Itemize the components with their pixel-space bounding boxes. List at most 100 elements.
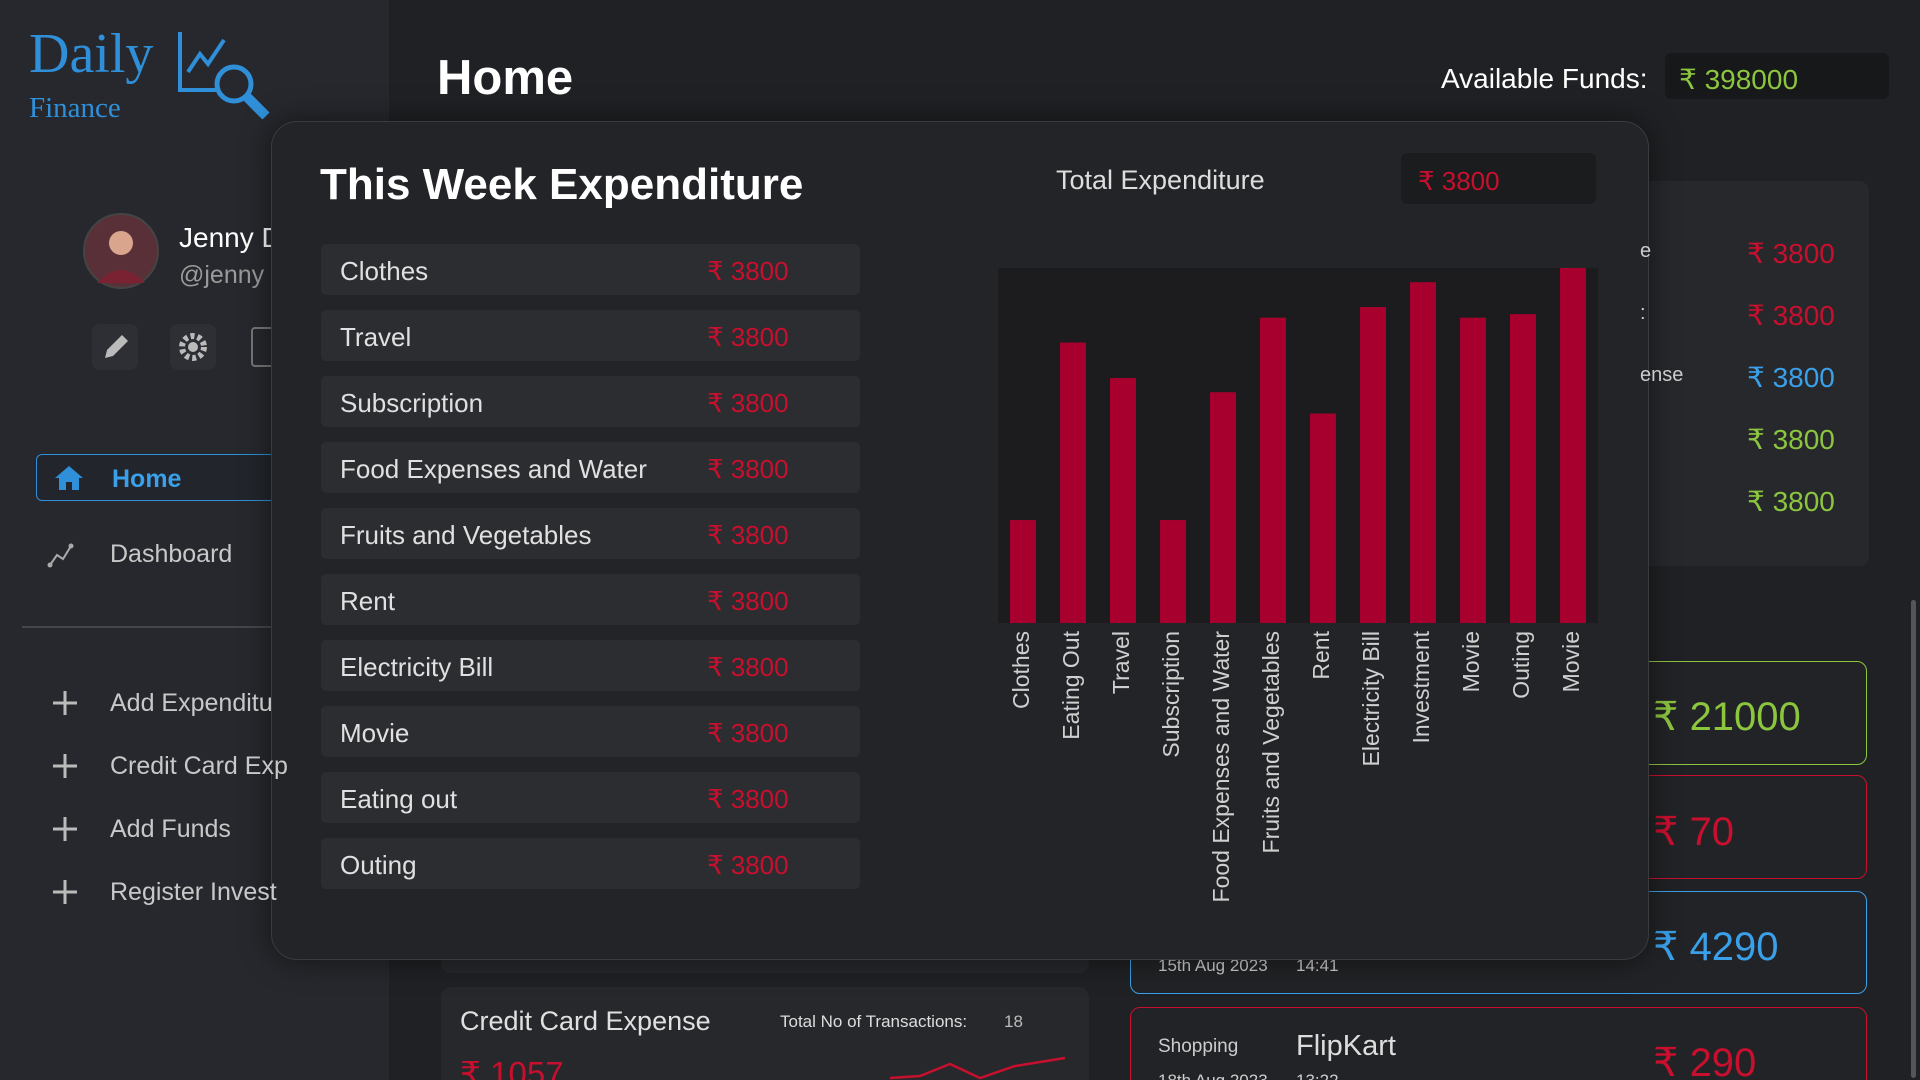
page-title: Home [437,51,574,105]
summary-value: ₹ 3800 [1747,300,1835,331]
expense-name: Outing [340,850,417,880]
profile-actions[interactable] [92,324,282,372]
expense-name: Fruits and Vegetables [340,520,592,550]
home-icon [55,466,83,490]
nav-label[interactable]: Dashboard [110,540,233,568]
bar [1260,317,1286,623]
bar [1360,307,1386,623]
x-tick-label: Food Expenses and Water [1208,631,1234,903]
plus-icon [53,691,77,715]
logo-title: Daily [29,23,154,85]
plus-icon [53,817,77,841]
bar [1110,378,1136,623]
summary-value: ₹ 3800 [1747,424,1835,455]
funds-value: ₹ 398000 [1665,53,1889,99]
expense-row[interactable] [321,244,860,295]
expense-row[interactable] [321,838,860,889]
expense-amount: ₹ 3800 [707,850,789,880]
bar [1160,520,1186,623]
x-tick-label: Outing [1508,631,1534,699]
credit-card-title: Credit Card Expense [460,1006,711,1036]
bar [1410,282,1436,623]
bar [1510,314,1536,623]
card-merchant: FlipKart [1296,1030,1396,1062]
summary-label: ense [1640,364,1684,386]
profile-handle: @jenny [179,261,265,289]
dashboard-icon [47,543,74,568]
card-date: 15th Aug 2023 [1158,956,1268,975]
expense-row[interactable] [321,442,860,493]
credit-card-value: ₹ 1057 [460,1055,564,1080]
expense-name: Subscription [340,388,484,418]
x-tick-label: Movie [1558,631,1584,692]
expense-amount: ₹ 3800 [707,718,789,748]
card-time: 13:22 [1296,1071,1339,1080]
logo-subtitle: Finance [29,92,121,124]
card-value: ₹ 4290 [1653,925,1779,969]
transactions-label: Total No of Transactions: [780,1012,968,1031]
expense-amount: ₹ 3800 [707,652,789,682]
x-tick-label: Travel [1108,631,1134,694]
expense-name: Clothes [340,256,429,286]
action-label[interactable]: Add Funds [110,815,231,843]
x-tick-label: Electricity Bill [1358,631,1384,766]
modal-title: This Week Expenditure [320,160,804,209]
expense-name: Rent [340,586,395,616]
summary-value: ₹ 3800 [1747,238,1835,269]
expense-row[interactable] [321,574,860,625]
expense-name: Movie [340,718,410,748]
bar [1460,317,1486,623]
summary-value: ₹ 3800 [1747,362,1835,393]
card-value: ₹ 70 [1653,810,1735,854]
action-label[interactable]: Register Invest [110,878,277,906]
expense-name: Travel [340,322,412,352]
action-label[interactable]: Credit Card Exp [110,752,288,780]
expense-name: Eating out [340,784,458,814]
action-label[interactable]: Add Expenditu [110,689,273,717]
bar-chart: Clothes Eating Out Travel Subscription Food … [998,268,1598,903]
expense-amount: ₹ 3800 [707,586,789,616]
bar [1210,392,1236,623]
expense-row[interactable] [321,640,860,691]
card-date: 18th Aug 2023 [1158,1071,1268,1080]
transactions-count: 18 [1004,1012,1023,1031]
expense-amount: ₹ 3800 [707,322,789,352]
card[interactable] [1130,1007,1867,1080]
total-label: Total Expenditure [1056,165,1265,195]
plot-area [998,268,1598,623]
card-value: ₹ 290 [1653,1041,1757,1080]
summary-label: : [1640,302,1646,324]
bar [1010,520,1036,623]
expense-name: Food Expenses and Water [340,454,647,484]
x-tick-label: Subscription [1158,631,1184,758]
expense-row[interactable] [321,706,860,757]
x-tick-label: Rent [1308,630,1334,679]
card-time: 14:41 [1296,956,1339,975]
expense-name: Electricity Bill [340,652,494,682]
avatar[interactable] [83,213,159,289]
expense-row[interactable] [321,310,860,361]
scrollbar[interactable] [1911,600,1916,1078]
nav-label[interactable]: Home [112,465,182,493]
expense-row[interactable] [321,508,860,559]
expense-row[interactable] [321,772,860,823]
summary-label: e [1640,240,1652,262]
plus-icon [53,754,77,778]
expense-amount: ₹ 3800 [707,520,789,550]
x-tick-label: Clothes [1008,631,1034,709]
logo-icon [178,32,270,120]
x-tick-label: Investment [1408,630,1434,743]
card-category: Shopping [1158,1036,1239,1057]
x-tick-label: Movie [1458,631,1484,692]
bar [1560,268,1586,623]
expense-amount: ₹ 3800 [707,256,789,286]
expense-amount: ₹ 3800 [707,454,789,484]
bar [1310,413,1336,623]
x-tick-label: Eating Out [1058,630,1084,739]
expense-row[interactable] [321,376,860,427]
card-value: ₹ 21000 [1653,695,1801,739]
plus-icon [53,880,77,904]
expense-amount: ₹ 3800 [707,388,789,418]
divider [22,626,389,628]
